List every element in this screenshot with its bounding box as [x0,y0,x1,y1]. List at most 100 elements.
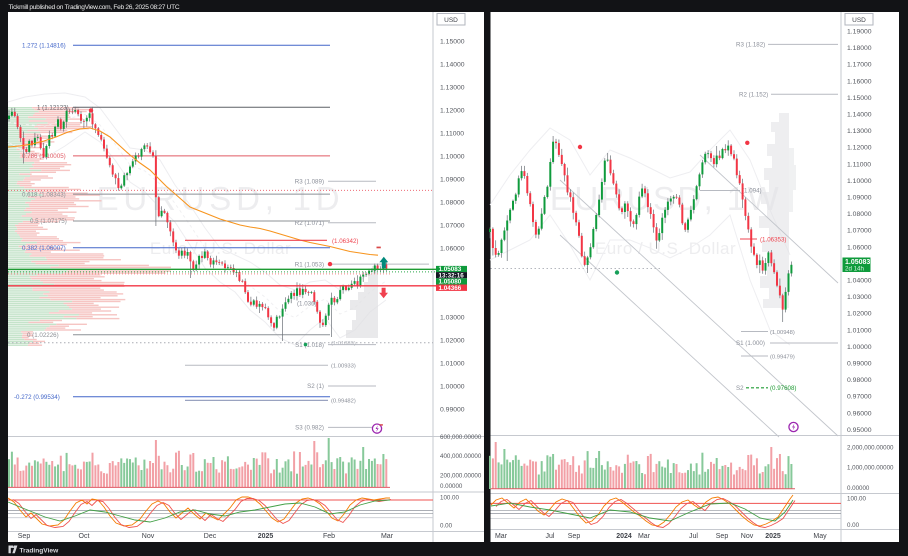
svg-text:Euro / U.S. Dollar: Euro / U.S. Dollar [595,239,736,258]
svg-text:Sep: Sep [568,533,581,540]
svg-text:Dec: Dec [204,533,217,540]
svg-text:1.12000: 1.12000 [847,145,872,152]
svg-text:R1 (1.053): R1 (1.053) [295,261,324,268]
svg-text:R2 (1.152): R2 (1.152) [739,91,768,98]
svg-text:1.00000: 1.00000 [440,383,465,390]
svg-text:1.02000: 1.02000 [440,337,465,344]
svg-text:R2 (1.071): R2 (1.071) [295,220,324,227]
svg-text:1.07000: 1.07000 [440,222,465,229]
svg-text:1.00000: 1.00000 [847,344,872,351]
svg-text:1.05083: 1.05083 [845,259,870,266]
svg-text:-0.272 (0.99534): -0.272 (0.99534) [14,394,60,401]
svg-text:Sep: Sep [18,533,31,540]
svg-text:13:32:16: 13:32:16 [439,272,465,279]
svg-text:1.13000: 1.13000 [440,84,465,91]
svg-text:1.19000: 1.19000 [847,29,872,36]
svg-text:0.5 (1.07175): 0.5 (1.07175) [30,218,67,225]
svg-text:Jul: Jul [689,533,698,540]
svg-text:1.03000: 1.03000 [847,294,872,301]
svg-text:2025: 2025 [258,533,274,540]
svg-text:0.00000: 0.00000 [440,483,463,490]
svg-text:(1.00948): (1.00948) [770,330,795,336]
svg-text:1.06000: 1.06000 [440,245,465,252]
svg-text:1.04366: 1.04366 [439,285,462,292]
svg-text:1.11000: 1.11000 [847,161,871,168]
svg-text:0.99000: 0.99000 [847,361,872,368]
svg-text:1.07000: 1.07000 [847,228,872,235]
svg-text:1.10000: 1.10000 [847,178,872,185]
svg-text:1.17000: 1.17000 [847,62,872,69]
svg-text:1.14000: 1.14000 [440,61,465,68]
svg-text:0.382 (1.06007): 0.382 (1.06007) [22,245,66,252]
svg-text:1.06000: 1.06000 [847,244,872,251]
svg-text:200,000.00000: 200,000.00000 [440,473,482,480]
svg-text:2025: 2025 [765,533,781,540]
svg-text:S1 (1.000): S1 (1.000) [736,340,765,347]
svg-text:(1.06342): (1.06342) [332,238,359,245]
svg-text:100.00: 100.00 [440,494,459,501]
svg-text:(0.97608): (0.97608) [770,385,797,392]
svg-text:(1.036): (1.036) [297,301,317,308]
svg-text:1.02000: 1.02000 [847,311,872,318]
svg-text:400,000.00000: 400,000.00000 [440,453,482,460]
svg-text:0.00: 0.00 [440,523,453,530]
svg-text:1.09000: 1.09000 [440,176,465,183]
svg-text:(1.06353): (1.06353) [760,236,787,243]
svg-text:1.18000: 1.18000 [847,45,872,52]
svg-text:0 (1.02226): 0 (1.02226) [27,332,59,339]
svg-text:0.99000: 0.99000 [440,406,465,413]
svg-text:1.11000: 1.11000 [440,130,464,137]
svg-text:Sep: Sep [716,533,729,540]
svg-text:USD: USD [444,17,458,24]
svg-text:1.01000: 1.01000 [440,360,465,367]
svg-text:(0.99482): (0.99482) [331,399,356,405]
svg-text:S2 (1): S2 (1) [307,383,324,390]
svg-text:1.08000: 1.08000 [847,211,872,218]
svg-text:0.96000: 0.96000 [847,410,872,417]
svg-text:S3 (0.982): S3 (0.982) [295,425,324,432]
svg-text:USD: USD [852,17,866,24]
svg-text:0.98000: 0.98000 [847,377,872,384]
svg-text:1.14000: 1.14000 [847,112,872,119]
svg-text:2d 14h: 2d 14h [845,265,864,272]
svg-text:1.03000: 1.03000 [440,314,465,321]
svg-text:Nov: Nov [142,533,155,540]
svg-text:1,000,000.00000: 1,000,000.00000 [847,465,894,472]
svg-text:S1 (1.018): S1 (1.018) [295,342,324,349]
svg-text:0.95000: 0.95000 [847,427,872,434]
svg-text:(1.01889): (1.01889) [331,341,356,347]
svg-text:EURUSD, 1D: EURUSD, 1D [97,180,345,217]
svg-text:(1.00933): (1.00933) [331,364,356,370]
svg-text:1 (1.12123): 1 (1.12123) [37,104,69,111]
svg-text:1.04000: 1.04000 [847,278,872,285]
svg-text:May: May [813,533,827,540]
svg-text:Feb: Feb [323,533,335,540]
svg-text:1.08000: 1.08000 [440,199,465,206]
svg-text:0.618 (1.08343): 0.618 (1.08343) [22,191,66,198]
svg-text:Tickmill published on TradingV: Tickmill published on TradingView.com, F… [9,4,180,11]
svg-text:0.00000: 0.00000 [847,485,870,492]
svg-text:1.10000: 1.10000 [440,153,465,160]
svg-text:2024: 2024 [616,533,632,540]
svg-text:1.272 (1.14816): 1.272 (1.14816) [22,42,66,49]
svg-text:(1.094): (1.094) [742,188,762,195]
svg-text:(0.99479): (0.99479) [770,354,795,360]
svg-text:Nov: Nov [741,533,754,540]
svg-text:0.00: 0.00 [847,522,860,529]
svg-text:Mar: Mar [381,533,394,540]
svg-text:Jul: Jul [546,533,555,540]
svg-text:1.15000: 1.15000 [847,95,872,102]
svg-text:1.12000: 1.12000 [440,107,465,114]
svg-text:Oct: Oct [79,533,90,540]
svg-text:100.00: 100.00 [847,495,866,502]
svg-text:1.16000: 1.16000 [847,78,872,85]
svg-text:600,000.00000: 600,000.00000 [440,434,482,441]
svg-text:2,000,000.00000: 2,000,000.00000 [847,445,894,452]
svg-text:1.09000: 1.09000 [847,195,872,202]
svg-text:1.13000: 1.13000 [847,128,872,135]
svg-text:R3 (1.182): R3 (1.182) [736,42,765,49]
svg-text:1.05080: 1.05080 [439,279,462,286]
svg-text:TradingView: TradingView [20,547,60,554]
svg-text:S2: S2 [736,385,744,392]
svg-text:R3 (1.089): R3 (1.089) [295,179,324,186]
